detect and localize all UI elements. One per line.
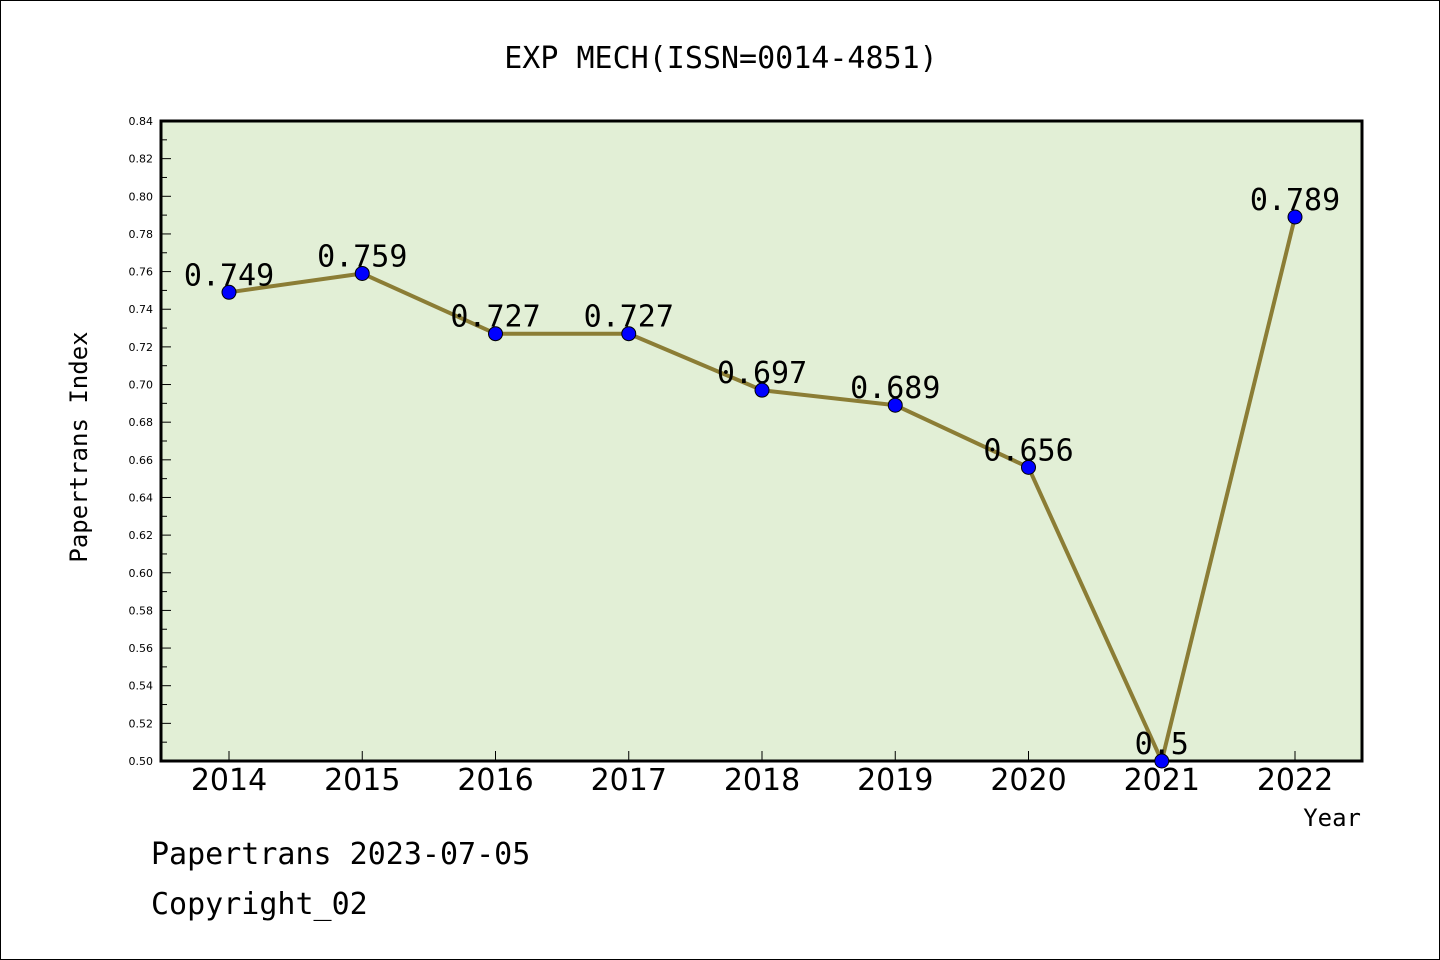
footer-copyright-text: Copyright_02 — [151, 887, 368, 922]
y-tick-label: 0.66 — [129, 454, 154, 467]
data-point — [488, 326, 503, 342]
x-tick-label: 2021 — [1124, 763, 1200, 798]
data-point — [221, 284, 237, 300]
data-label: 0.789 — [1250, 183, 1340, 218]
data-label: 0.656 — [983, 433, 1073, 468]
data-point — [754, 382, 770, 398]
y-tick-label: 0.64 — [129, 491, 154, 504]
y-tick-label: 0.60 — [129, 567, 154, 580]
x-tick-label: 2017 — [591, 763, 667, 798]
y-tick-label: 0.84 — [129, 115, 154, 128]
data-point — [1021, 459, 1036, 475]
y-tick-label: 0.78 — [129, 228, 154, 241]
y-tick-label: 0.82 — [129, 153, 154, 166]
x-tick-label: 2014 — [191, 763, 267, 798]
data-label: 0.727 — [584, 300, 674, 335]
y-tick-label: 0.68 — [129, 416, 154, 429]
y-tick-label: 0.58 — [129, 604, 154, 617]
data-label: 0.689 — [850, 371, 940, 406]
y-tick-label: 0.62 — [129, 529, 154, 542]
x-tick-label: 2015 — [324, 763, 400, 798]
data-point — [354, 265, 370, 281]
x-tick-label: 2018 — [724, 763, 800, 798]
series: 0.749 0.759 0.727 0.727 0.697 0.689 0.656 0.5 0.… — [184, 183, 1340, 769]
data-point — [1287, 209, 1303, 225]
y-axis: 0.50 0.52 0.54 0.56 0.58 0.60 0.62 0.64 0.66 0.68… — [129, 115, 171, 768]
data-label: 0.749 — [184, 258, 274, 293]
x-tick-label: 2022 — [1257, 763, 1333, 798]
chart-title: EXP MECH(ISSN=0014-4851) — [504, 41, 937, 76]
footer-date-text: Papertrans 2023-07-05 — [151, 837, 531, 872]
data-label: 0.727 — [450, 300, 540, 335]
y-tick-label: 0.56 — [129, 642, 154, 655]
x-axis-label: Year — [1303, 804, 1361, 832]
data-label: 0.5 — [1135, 727, 1189, 762]
data-label: 0.697 — [717, 356, 807, 391]
x-tick-label: 2020 — [990, 763, 1066, 798]
y-tick-label: 0.52 — [129, 717, 154, 730]
y-tick-label: 0.54 — [129, 680, 154, 693]
y-tick-label: 0.74 — [129, 303, 154, 316]
data-point — [887, 397, 903, 413]
plot-area — [159, 119, 1364, 763]
x-axis: 2014 2015 2016 2017 2018 2019 2020 2021 2022 — [191, 751, 1333, 798]
y-tick-label: 0.70 — [129, 379, 154, 392]
y-tick-label: 0.80 — [129, 190, 154, 203]
x-tick-label: 2016 — [457, 763, 533, 798]
y-tick-label: 0.72 — [129, 341, 154, 354]
y-tick-label: 0.76 — [129, 266, 154, 279]
data-label: 0.759 — [317, 239, 407, 274]
data-point — [1154, 753, 1170, 769]
x-tick-label: 2019 — [857, 763, 933, 798]
data-point — [621, 326, 637, 342]
y-tick-label: 0.50 — [129, 755, 154, 768]
y-axis-label: Papertrans Index — [65, 331, 93, 562]
